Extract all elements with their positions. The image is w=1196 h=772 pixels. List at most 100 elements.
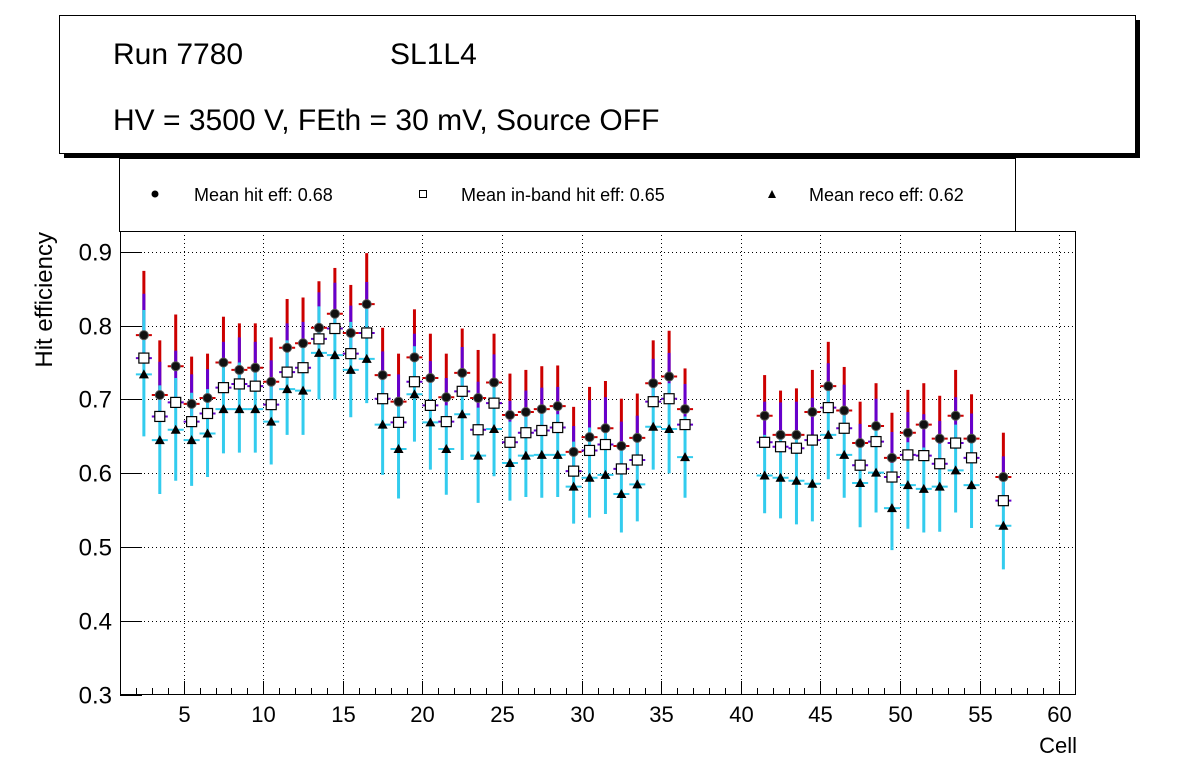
hit-marker-circle [218,357,229,368]
cell-point-group [454,328,471,461]
cell-point-group [995,432,1012,570]
hit-marker-circle [489,377,500,388]
inband-marker-square [170,396,182,409]
data-points [135,253,1012,570]
reco-marker-triangle [823,429,834,439]
cell-point-group [247,323,264,453]
hit-marker-circle [345,327,356,338]
reco-marker-triangle [998,520,1009,530]
inband-marker-square [950,437,962,449]
inband-marker-square [918,450,930,462]
reco-marker-triangle [250,404,261,414]
hit-marker-circle [600,423,611,434]
hit-marker-circle [266,376,277,387]
reco-marker-triangle [600,469,611,479]
reco-marker-triangle [473,450,484,460]
inband-marker-square [886,471,898,483]
reco-marker-triangle [457,409,468,419]
cell-point-group [533,366,550,498]
cell-point-group [310,281,327,400]
hit-marker-circle [202,392,213,403]
hit-marker-circle [473,392,484,403]
inband-marker-square [488,397,500,409]
title-conditions: HV = 3500 V, FEth = 30 mV, Source OFF [113,104,659,137]
y-tick-label: 0.7 [79,387,112,414]
reco-marker-triangle [170,424,181,434]
inband-marker-square [408,376,421,388]
reco-marker-triangle [154,435,165,445]
hit-marker-circle [552,401,563,412]
cell-point-group [899,389,916,529]
reco-marker-triangle [759,470,770,480]
hit-marker-circle [918,419,929,430]
cell-point-group [295,297,312,435]
inband-marker-square [392,416,405,428]
reco-marker-triangle [934,481,945,491]
reco-marker-triangle [839,449,850,459]
y-tick-label: 0.8 [79,314,112,341]
cell-point-group [788,388,805,525]
cell-point-group [326,267,343,400]
axis-ticks: 5 10 15 20 25 30 35 40 45 50 55 60 0.3 0.4 0.5 0.6 0.7 0.… [79,240,1076,727]
x-tick-label: 40 [729,702,753,727]
cell-point-group [263,337,280,465]
reco-marker-triangle [409,389,420,399]
inband-marker-square [615,463,627,475]
inband-marker-square [934,458,946,470]
cell-point-group [613,398,630,533]
cell-point-group [677,368,694,498]
reco-marker-triangle [298,385,309,395]
hit-marker-circle [966,433,977,444]
legend-marker-circle [151,190,159,198]
reco-marker-triangle [138,369,149,379]
cell-point-group [374,327,391,475]
inband-marker-square [440,416,452,428]
inband-marker-square [377,393,389,405]
reco-marker-triangle [648,421,659,431]
inband-marker-square [265,399,277,411]
hit-marker-circle [234,364,245,375]
inband-marker-square [965,452,978,464]
inband-marker-square [790,442,803,454]
y-tick-label: 0.9 [79,240,112,267]
title-layer: SL1L4 [390,38,477,71]
cell-point-group [868,383,885,513]
x-tick-label: 30 [570,702,594,727]
legend-marker-triangle [768,190,776,198]
inband-marker-square [902,449,914,461]
inband-marker-square [647,396,659,408]
hit-marker-circle [839,405,850,416]
reco-marker-triangle [361,353,372,363]
inband-marker-square [838,422,850,434]
inband-marker-square [281,366,293,378]
inband-marker-square [679,418,691,431]
inband-marker-square [472,424,484,436]
hit-marker-circle [409,352,420,363]
reco-marker-triangle [504,458,515,467]
plot-frame [120,231,1076,695]
reco-marker-triangle [807,478,818,488]
hit-marker-circle [329,308,340,319]
hit-marker-circle [664,371,675,382]
reco-marker-triangle [489,424,500,434]
cell-point-group [501,373,518,501]
grid-lines [120,231,1075,695]
reco-marker-triangle [536,449,547,459]
inband-marker-square [583,444,596,457]
y-tick-label: 0.5 [79,535,112,562]
x-tick-label: 20 [410,702,434,727]
reco-marker-triangle [425,417,436,427]
hit-marker-circle [536,404,547,415]
reco-marker-triangle [202,428,213,438]
hit-marker-circle [886,452,897,463]
inband-marker-square [313,333,325,345]
cell-point-group [422,333,439,470]
hit-marker-circle [313,322,324,333]
cell-point-group [135,270,152,437]
hit-marker-circle [934,433,945,444]
hit-marker-circle [425,373,436,384]
cell-point-group [756,375,773,514]
reco-marker-triangle [266,416,277,426]
cell-point-group [883,412,900,551]
reco-marker-triangle [393,443,404,453]
